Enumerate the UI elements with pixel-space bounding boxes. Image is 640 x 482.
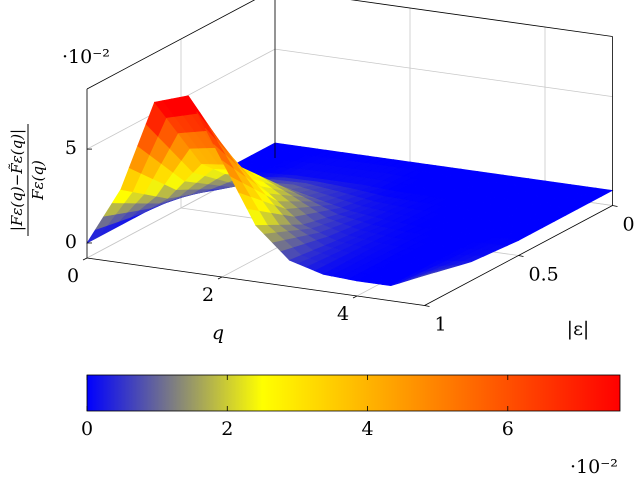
y-tick-label: 0 (623, 214, 635, 236)
z-axis-label: |Fε(q)−F̃ε(q)| Fε(q) (8, 124, 47, 236)
axes: 0 2 4 0 0.5 1 0 5 (65, 0, 635, 336)
z-multiplier: ·10⁻² (62, 46, 110, 68)
colorbar-tick-label: 0 (81, 418, 93, 440)
y-tick (612, 205, 618, 207)
colorbar-tick-label: 4 (361, 418, 373, 440)
surface (86, 95, 614, 287)
colorbar: 0 2 4 6 (81, 374, 621, 440)
x-tick-label: 4 (337, 303, 349, 325)
z-tick-label: 0 (65, 231, 77, 253)
y-axis-label: |ε| (567, 318, 590, 340)
x-tick (217, 276, 223, 280)
x-tick (82, 257, 88, 261)
colorbar-tick-label: 6 (502, 418, 514, 440)
y-tick (518, 255, 524, 257)
colorbar-bar (86, 374, 621, 412)
z-label-numerator: |Fε(q)−F̃ε(q)| (8, 129, 26, 231)
x-axis-label: q (212, 322, 224, 344)
box-edge (350, 0, 613, 37)
y-tick-label: 1 (435, 314, 447, 336)
colorbar-multiplier: ·10⁻² (570, 456, 618, 478)
z-tick-label: 5 (65, 137, 77, 159)
colorbar-tick-label: 2 (221, 418, 233, 440)
grid-line (274, 48, 613, 97)
x-tick-label: 2 (202, 284, 214, 306)
x-tick (352, 295, 358, 299)
y-tick (424, 305, 430, 307)
y-tick-label: 0.5 (529, 264, 559, 286)
x-tick-label: 0 (67, 265, 79, 287)
x-axis (86, 257, 425, 306)
box-edge (86, 0, 256, 90)
surface-patch (415, 271, 437, 279)
z-label-denominator: Fε(q) (29, 160, 47, 201)
